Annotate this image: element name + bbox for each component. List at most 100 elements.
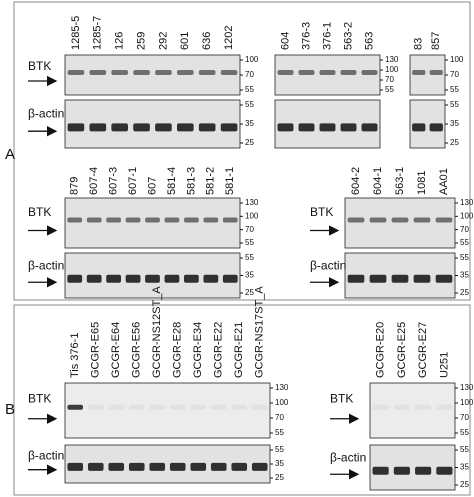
panel-label: A bbox=[5, 146, 15, 163]
actin-band bbox=[198, 123, 216, 132]
actin-band bbox=[203, 274, 219, 283]
lane-label: GCGR-E56 bbox=[131, 322, 143, 378]
marker-label: 55 bbox=[460, 428, 469, 437]
lane-label: AA01 bbox=[438, 168, 450, 195]
marker-label: 55 bbox=[450, 85, 459, 94]
btk-band bbox=[67, 404, 84, 410]
btk-band bbox=[128, 404, 145, 410]
marker-label: 25 bbox=[450, 138, 459, 147]
btk-band bbox=[429, 70, 443, 75]
row-label: BTK bbox=[310, 205, 333, 219]
actin-band bbox=[106, 274, 121, 283]
lane-label: Tis 376-1 bbox=[69, 333, 81, 378]
actin-band bbox=[340, 123, 357, 132]
marker-label: 55 bbox=[460, 253, 469, 262]
actin-band bbox=[435, 274, 453, 283]
lane-label: 259 bbox=[135, 32, 147, 50]
lane-label: 581-2 bbox=[205, 167, 217, 195]
lane-label: 607-1 bbox=[127, 167, 139, 195]
lane-label: GCGR-NS17ST_A bbox=[254, 286, 266, 378]
row-label: BTK bbox=[28, 59, 51, 73]
row-label: BTK bbox=[28, 205, 51, 219]
btk-band bbox=[106, 217, 121, 223]
actin-band bbox=[412, 123, 426, 132]
marker-label: 55 bbox=[245, 85, 254, 94]
btk-band bbox=[164, 217, 180, 223]
btk-blot bbox=[64, 382, 271, 439]
btk-band bbox=[415, 404, 432, 410]
marker-label: 70 bbox=[245, 225, 254, 234]
btk-band bbox=[149, 404, 166, 410]
btk-blot bbox=[64, 197, 241, 249]
marker-label: 130 bbox=[460, 198, 474, 207]
marker-label: 35 bbox=[460, 463, 469, 472]
actin-band bbox=[429, 123, 443, 132]
row-label: β-actin bbox=[28, 259, 64, 273]
marker-label: 70 bbox=[275, 413, 284, 422]
lane-label: GCGR-E34 bbox=[192, 322, 204, 378]
actin-band bbox=[222, 274, 238, 283]
marker-label: 100 bbox=[245, 211, 259, 220]
btk-blot bbox=[369, 382, 456, 439]
actin-band bbox=[220, 123, 238, 132]
actin-band bbox=[164, 274, 180, 283]
lane-label: 581-1 bbox=[224, 167, 236, 195]
marker-label: 55 bbox=[275, 428, 284, 437]
lane-label: U251 bbox=[438, 352, 450, 378]
btk-band bbox=[369, 217, 387, 223]
actin-band bbox=[111, 123, 128, 132]
actin-band bbox=[436, 466, 453, 475]
btk-band bbox=[413, 217, 431, 223]
btk-band bbox=[67, 217, 83, 223]
btk-band bbox=[184, 217, 199, 223]
marker-label: 55 bbox=[245, 253, 254, 262]
btk-band bbox=[145, 217, 160, 223]
actin-band bbox=[251, 462, 268, 471]
lane-label: 607 bbox=[146, 177, 158, 195]
btk-band bbox=[89, 70, 107, 75]
btk-band bbox=[231, 404, 248, 410]
lane-label: 879 bbox=[69, 177, 81, 195]
marker-label: 130 bbox=[275, 383, 289, 392]
actin-band bbox=[67, 123, 85, 132]
actin-band bbox=[393, 466, 410, 475]
marker-label: 25 bbox=[245, 138, 254, 147]
lane-label: 563-1 bbox=[394, 167, 406, 195]
actin-band bbox=[231, 462, 248, 471]
marker-label: 70 bbox=[450, 70, 459, 79]
row-label: β-actin bbox=[28, 449, 64, 463]
btk-band bbox=[210, 404, 227, 410]
btk-band bbox=[435, 217, 453, 223]
actin-band bbox=[298, 123, 315, 132]
btk-band bbox=[393, 404, 410, 410]
lane-label: 563 bbox=[363, 32, 375, 50]
btk-band bbox=[391, 217, 409, 223]
marker-label: 70 bbox=[460, 225, 469, 234]
actin-band bbox=[67, 274, 83, 283]
marker-label: 100 bbox=[245, 55, 259, 64]
actin-band bbox=[89, 123, 107, 132]
btk-band bbox=[361, 70, 378, 75]
actin-band bbox=[145, 274, 160, 283]
btk-band bbox=[222, 217, 238, 223]
btk-band bbox=[372, 404, 389, 410]
marker-label: 100 bbox=[450, 55, 464, 64]
actin-band bbox=[125, 274, 141, 283]
actin-band bbox=[391, 274, 409, 283]
lane-label: 1285-7 bbox=[92, 16, 104, 50]
marker-label: 130 bbox=[460, 383, 474, 392]
lane-label: 1202 bbox=[223, 26, 235, 50]
actin-band bbox=[413, 274, 431, 283]
btk-band bbox=[86, 217, 102, 223]
btk-blot bbox=[64, 54, 241, 96]
btk-band bbox=[111, 70, 128, 75]
actin-band bbox=[133, 123, 150, 132]
lane-label: 1081 bbox=[416, 171, 428, 195]
actin-band bbox=[369, 274, 387, 283]
lane-label: GCGR-E22 bbox=[213, 322, 225, 378]
actin-band bbox=[87, 462, 104, 471]
lane-label: 604 bbox=[279, 32, 291, 50]
panel-a-frame bbox=[13, 1, 471, 301]
marker-label: 35 bbox=[275, 459, 284, 468]
actin-band bbox=[210, 462, 227, 471]
